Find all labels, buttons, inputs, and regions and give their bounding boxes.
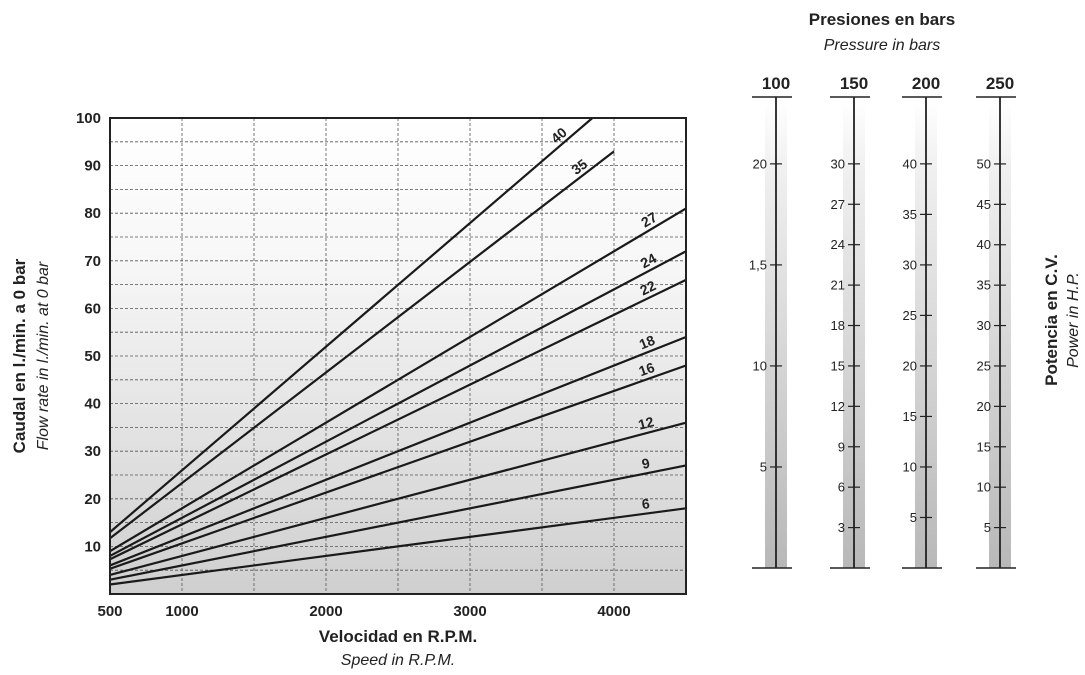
scale-tick-label: 1,5	[749, 257, 767, 272]
scale-tick-label: 21	[831, 278, 845, 293]
y-axis-title: Caudal en l./min. a 0 bar	[10, 258, 29, 453]
y-tick-label: 80	[84, 205, 101, 222]
y-tick-label: 50	[84, 348, 101, 365]
pressure-scale-200: 200 5 10 15 20 25 30 35 40	[902, 74, 942, 569]
y-tick-label: 10	[84, 538, 101, 555]
series-line-6	[109, 507, 687, 586]
power-axis-subtitle: Power in H.P.	[1065, 272, 1082, 368]
series-label-24: 24	[638, 250, 659, 272]
x-axis-title: Velocidad en R.P.M.	[319, 627, 477, 646]
pressure-header-100: 100	[762, 74, 790, 93]
series-line-12	[109, 421, 687, 577]
scale-tick-label: 25	[977, 358, 991, 373]
series-line-24	[109, 250, 687, 557]
scale-tick-label: 40	[903, 156, 917, 171]
y-tick-label: 90	[84, 158, 101, 175]
scale-tick-label: 10	[977, 480, 991, 495]
x-tick-label: 2000	[309, 603, 342, 620]
x-tick-label: 4000	[597, 603, 630, 620]
y-axis-subtitle: Flow rate in l./min. at 0 bar	[35, 261, 52, 450]
plot-frame	[109, 117, 687, 595]
power-axis-title: Potencia en C.V.	[1042, 254, 1061, 386]
scale-tick-label: 15	[977, 439, 991, 454]
scale-tick-label: 50	[977, 156, 991, 171]
nomogram-scales: 1005101,52015036912151821242730200510152…	[749, 74, 1016, 569]
scale-tick-label: 5	[760, 459, 767, 474]
y-tick-label: 60	[84, 300, 101, 317]
scale-tick-label: 3	[838, 520, 845, 535]
pressure-header-250: 250	[986, 74, 1014, 93]
x-tick-labels: 500 1000 2000 3000 4000	[97, 603, 630, 620]
scale-tick-label: 18	[831, 318, 845, 333]
scale-tick-label: 30	[977, 318, 991, 333]
scale-tick-label: 30	[831, 156, 845, 171]
scale-tick-label: 40	[977, 237, 991, 252]
y-tick-label: 30	[84, 443, 101, 460]
series-line-18	[109, 335, 687, 567]
pressure-scale-100: 100 5 10 1,5 20	[749, 74, 792, 569]
scale-tick-label: 10	[753, 358, 767, 373]
x-tick-label: 500	[97, 603, 122, 620]
scale-tick-label: 27	[831, 197, 845, 212]
scale-tick-label: 12	[831, 399, 845, 414]
series-line-22	[109, 278, 687, 561]
series-line-40	[109, 117, 594, 533]
scale-tick-label: 35	[977, 278, 991, 293]
scale-tick-label: 5	[984, 520, 991, 535]
series-label-27: 27	[638, 209, 660, 231]
scale-tick-label: 45	[977, 197, 991, 212]
x-tick-label: 1000	[165, 603, 198, 620]
scale-tick-label: 35	[903, 207, 917, 222]
series-label-18: 18	[637, 332, 658, 353]
series-line-27	[109, 207, 687, 553]
scale-tick-label: 9	[838, 439, 845, 454]
scale-tick-label: 6	[838, 480, 845, 495]
series-line-16	[109, 364, 687, 570]
x-tick-label: 3000	[453, 603, 486, 620]
series-label-12: 12	[636, 413, 655, 433]
series-label-22: 22	[637, 277, 658, 298]
nomogram-title: Presiones en bars	[809, 10, 955, 29]
scale-tick-label: 30	[903, 257, 917, 272]
scale-tick-label: 10	[903, 459, 917, 474]
series-label-9: 9	[640, 455, 651, 472]
series-label-16: 16	[637, 359, 657, 379]
scale-tick-label: 20	[753, 156, 767, 171]
nomogram-subtitle: Pressure in bars	[824, 37, 941, 54]
y-tick-label: 70	[84, 253, 101, 270]
pressure-header-200: 200	[912, 74, 940, 93]
series-lines	[109, 117, 687, 586]
pressure-scale-150: 150 3 6 9 12 15 18 21 24 27 30	[830, 74, 870, 569]
y-tick-label: 40	[84, 396, 101, 413]
series-line-9	[109, 464, 687, 581]
y-tick-label: 20	[84, 491, 101, 508]
scale-tick-label: 15	[831, 358, 845, 373]
y-tick-label: 100	[76, 110, 101, 127]
scale-tick-label: 24	[831, 237, 845, 252]
scale-tick-label: 20	[903, 358, 917, 373]
series-label-6: 6	[641, 495, 651, 512]
x-axis-subtitle: Speed in R.P.M.	[341, 652, 455, 669]
scale-tick-label: 25	[903, 308, 917, 323]
scale-tick-label: 5	[910, 510, 917, 525]
scale-tick-label: 20	[977, 399, 991, 414]
series-line-35	[109, 150, 615, 540]
pressure-header-150: 150	[840, 74, 868, 93]
y-tick-labels: 10 20 30 40 50 60 70 80 90 100	[76, 110, 101, 555]
pressure-scale-250: 250 5 10 15 20 25 30 35 40 45 50	[976, 74, 1016, 569]
scale-tick-label: 15	[903, 409, 917, 424]
